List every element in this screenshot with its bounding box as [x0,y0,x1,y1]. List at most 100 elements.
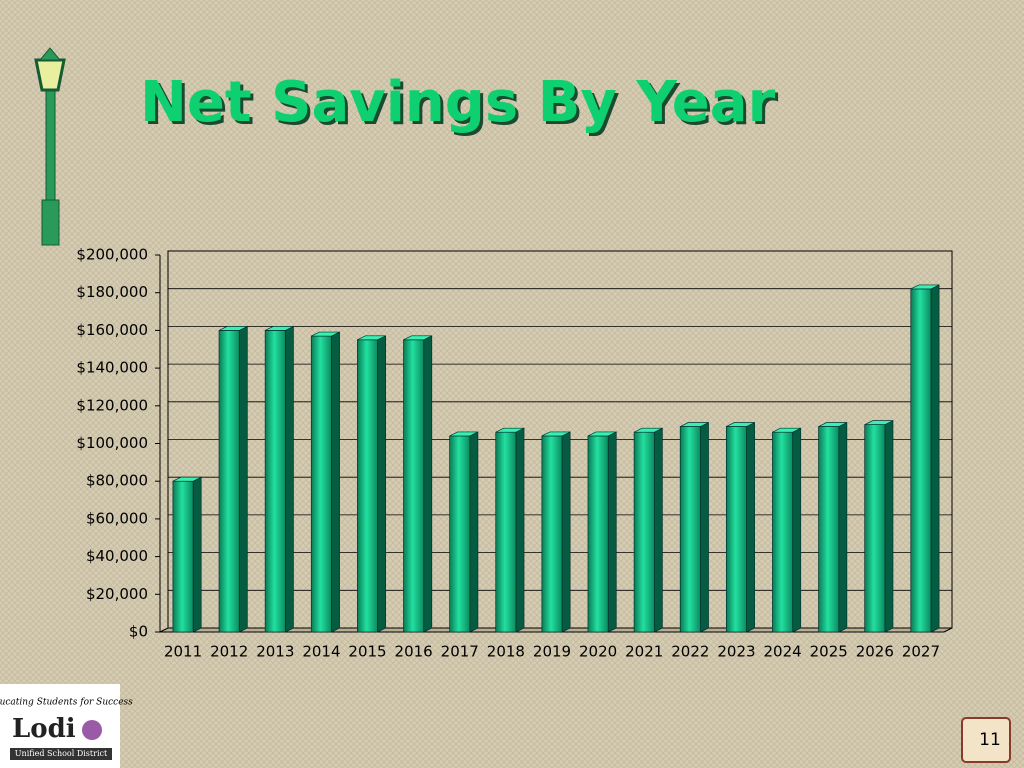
y-tick-label: $20,000 [86,585,148,603]
bar-front [264,330,286,633]
logo: Educating Students for Success Lodi Unif… [0,684,133,768]
bar-front [495,431,517,633]
bar-front [587,435,609,633]
bar-side [700,421,709,633]
slide-number: 11 [979,730,1001,750]
bar-front [541,435,563,633]
y-tick-label: $60,000 [86,509,148,527]
bar-side [469,431,479,633]
x-tick-label: 2022 [671,643,709,661]
bar [218,325,248,633]
chart-title: Net Savings By Year [140,70,776,135]
x-tick-label: 2011 [164,643,202,661]
bar-top [633,427,663,433]
x-tick-label: 2026 [856,643,894,661]
bar [357,335,387,633]
x-tick-label: 2024 [763,643,801,661]
y-tick-label: $80,000 [86,472,148,490]
y-tick-label: $160,000 [76,321,148,339]
x-tick-label: 2018 [487,643,525,661]
x-tick-label: 2023 [717,643,755,661]
y-tick-label: $0 [129,623,148,641]
x-tick-label: 2019 [533,643,571,661]
bar-front [403,339,425,633]
y-tick-label: $180,000 [76,283,148,301]
bar-side [377,335,387,633]
x-tick-label: 2017 [441,643,479,661]
bar-top [218,326,248,331]
bar-front [310,335,332,633]
bar-side [192,476,202,633]
bar-side [515,427,525,633]
bar [864,420,894,633]
x-tick-label: 2013 [256,643,294,661]
x-tick-label: 2014 [302,643,340,661]
y-tick-label: $200,000 [76,246,148,264]
bar-top [264,326,294,331]
bar-side [746,421,755,633]
bar-top [772,427,801,433]
bar-top [680,422,709,427]
bar-top [818,422,848,427]
bar [403,335,433,633]
bar-front [864,424,886,633]
bar-front [910,288,932,633]
lamp-post-icon [34,47,66,246]
bar [495,427,525,633]
bar-top [172,476,202,482]
bar-side [561,431,571,633]
bar-side [607,431,617,633]
bar-side [238,325,248,633]
x-tick-label: 2025 [810,643,848,661]
bar-top [403,335,432,341]
y-tick-label: $140,000 [76,359,148,377]
bar-side [331,331,340,633]
bar-front [357,339,379,633]
bar [633,427,663,633]
bar-front [679,426,701,633]
bar-top [495,427,525,433]
bar-side [654,427,663,633]
bar [725,421,755,633]
logo-motto: Educating Students for Success [0,698,133,708]
y-tick-label: $100,000 [76,434,148,452]
bar-front [725,426,747,633]
bar-side [423,335,433,633]
bar [679,421,709,633]
bar [449,431,479,633]
bar-top [910,284,940,290]
bar-top [449,431,479,437]
x-tick-label: 2012 [210,643,248,661]
bar-side [884,420,894,633]
bar-top [541,431,571,437]
bar [172,476,202,633]
bar-top [864,420,894,425]
x-tick-label: 2015 [348,643,386,661]
logo-district: Unified School District [15,749,108,758]
bar-top [311,331,340,337]
bar [310,331,340,633]
bar [818,421,848,633]
logo-name: Lodi [12,714,76,744]
slide-number-scroll: 11 [961,717,1011,763]
x-tick-label: 2021 [625,643,663,661]
bar-front [772,431,794,633]
bar [587,431,617,633]
bar-top [357,335,386,341]
bar [541,431,571,633]
y-tick-label: $120,000 [76,396,148,414]
x-tick-label: 2020 [579,643,617,661]
bar-front [449,435,471,633]
bar-front [633,431,655,633]
bar-side [285,325,294,633]
bar [910,284,940,633]
bar-top [726,422,755,427]
bar-front [172,480,194,633]
bar-front [218,330,240,633]
y-tick-label: $40,000 [86,547,148,565]
bar-side [838,421,848,633]
x-tick-label: 2027 [902,643,940,661]
